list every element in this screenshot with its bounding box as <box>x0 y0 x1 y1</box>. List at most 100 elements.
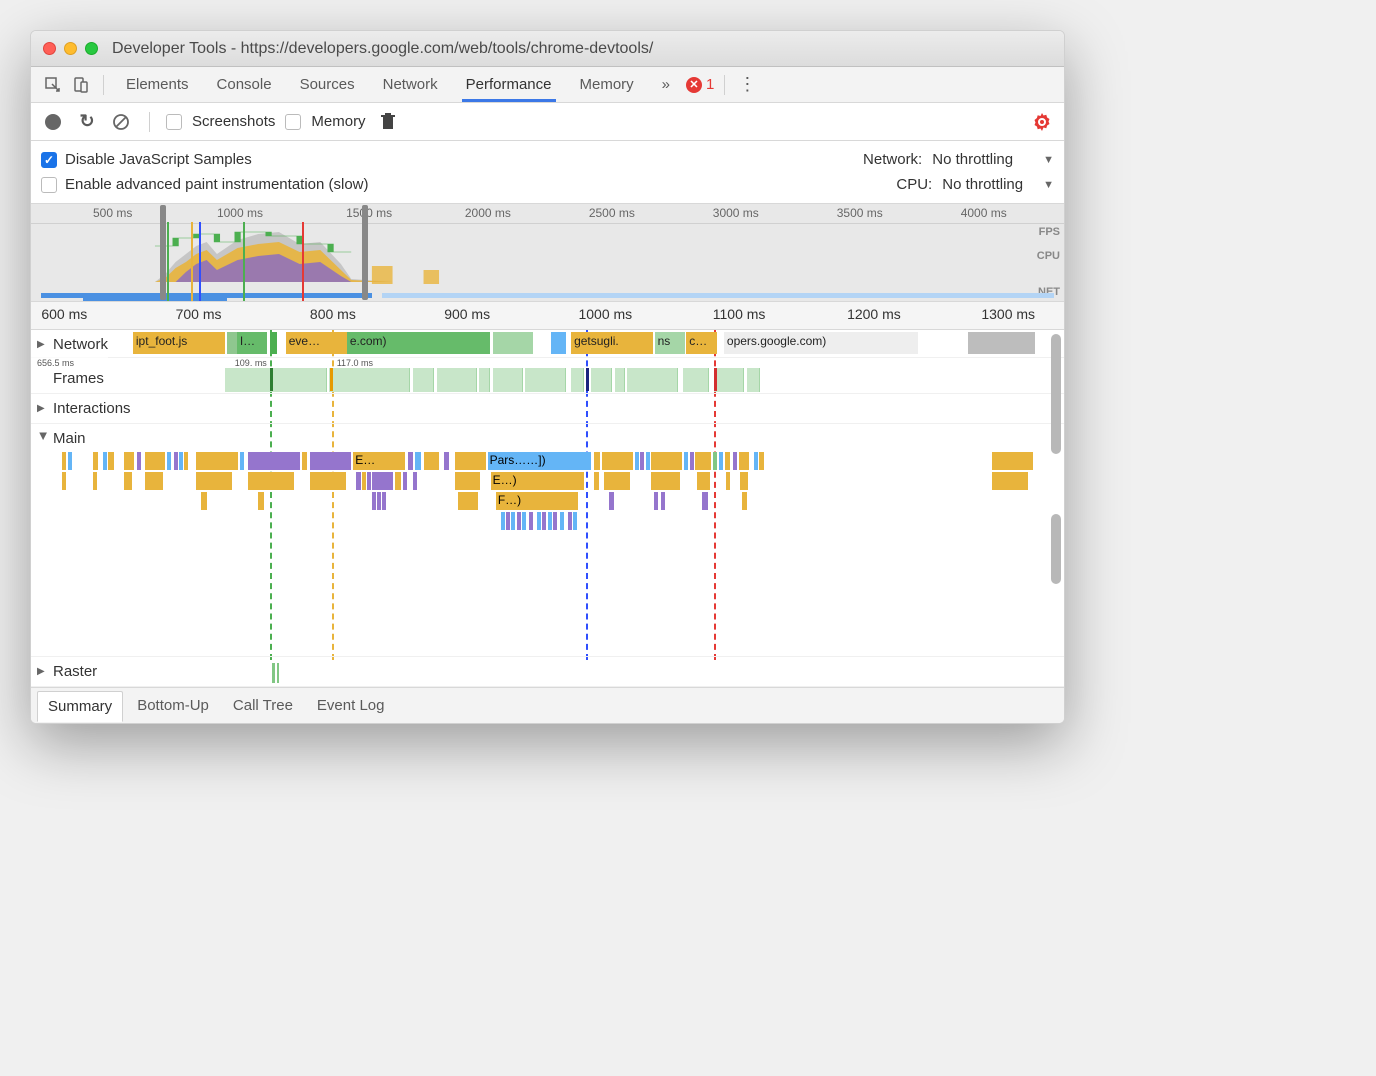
frame-bar[interactable] <box>525 368 566 392</box>
flame-bar[interactable] <box>408 452 413 470</box>
close-icon[interactable] <box>43 42 56 55</box>
flame-bar[interactable] <box>742 492 747 510</box>
flame-bar[interactable] <box>702 492 707 510</box>
flame-chart[interactable]: E…Pars……])E…)F…) <box>31 452 1064 652</box>
flame-bar[interactable] <box>93 472 97 490</box>
flame-bar[interactable] <box>356 472 360 490</box>
tab-console[interactable]: Console <box>205 68 284 101</box>
frame-bar[interactable] <box>571 368 584 392</box>
flame-bar[interactable] <box>377 492 381 510</box>
flame-bar[interactable] <box>137 452 141 470</box>
flame-bar[interactable] <box>726 472 730 490</box>
flame-bar[interactable] <box>992 472 1028 490</box>
flame-bar[interactable] <box>424 452 439 470</box>
network-bar[interactable]: opers.google.com) <box>724 332 918 354</box>
flame-bar[interactable] <box>68 452 72 470</box>
flame-bar[interactable] <box>395 472 401 490</box>
error-badge[interactable]: ✕ 1 <box>686 76 714 93</box>
flame-bar[interactable] <box>62 452 66 470</box>
network-bar[interactable]: ns <box>655 332 686 354</box>
flame-bar[interactable] <box>553 512 557 530</box>
network-bar[interactable]: eve… <box>286 332 347 354</box>
flame-bar[interactable] <box>646 452 650 470</box>
details-tab-summary[interactable]: Summary <box>37 691 123 722</box>
flame-bar[interactable] <box>609 492 613 510</box>
flame-bar[interactable] <box>62 472 66 490</box>
details-tab-event-log[interactable]: Event Log <box>307 691 395 720</box>
flame-bar[interactable] <box>537 512 541 530</box>
flame-bar[interactable] <box>542 512 546 530</box>
enable-paint-checkbox[interactable] <box>41 177 57 193</box>
flame-bar[interactable]: E… <box>353 452 405 470</box>
flame-bar[interactable] <box>719 452 723 470</box>
frame-bar[interactable] <box>683 368 708 392</box>
flame-bar[interactable]: Pars……]) <box>488 452 591 470</box>
flame-bar[interactable] <box>310 472 346 490</box>
flame-bar[interactable] <box>725 452 730 470</box>
frame-bar[interactable] <box>493 368 524 392</box>
device-toggle-icon[interactable] <box>69 73 93 97</box>
flame-bar[interactable] <box>302 452 307 470</box>
network-bar[interactable]: e.com) <box>347 332 490 354</box>
frame-bar[interactable] <box>479 368 489 392</box>
disclosure-icon[interactable]: ▶ <box>37 403 49 414</box>
flame-bar[interactable]: E…) <box>491 472 584 490</box>
flame-bar[interactable] <box>651 472 680 490</box>
flame-bar[interactable] <box>684 452 688 470</box>
flame-bar[interactable] <box>661 492 665 510</box>
cpu-dropdown[interactable]: No throttling ▼ <box>942 176 1054 193</box>
trash-icon[interactable] <box>376 110 400 134</box>
tab-elements[interactable]: Elements <box>114 68 201 101</box>
disclosure-icon[interactable]: ▶ <box>38 432 49 444</box>
flame-bar[interactable] <box>124 472 132 490</box>
flame-bar[interactable] <box>258 492 264 510</box>
flame-bar[interactable] <box>108 452 113 470</box>
frame-bar[interactable] <box>413 368 433 392</box>
flame-bar[interactable] <box>458 492 479 510</box>
flame-bar[interactable] <box>93 452 98 470</box>
flame-bar[interactable] <box>179 452 183 470</box>
screenshots-checkbox[interactable] <box>166 114 182 130</box>
flame-bar[interactable] <box>548 512 552 530</box>
flame-bar[interactable] <box>759 452 764 470</box>
flame-bar[interactable] <box>573 512 577 530</box>
details-tab-bottom-up[interactable]: Bottom-Up <box>127 691 219 720</box>
minimize-icon[interactable] <box>64 42 77 55</box>
flame-bar[interactable] <box>739 452 749 470</box>
tab-sources[interactable]: Sources <box>288 68 367 101</box>
flame-bar[interactable] <box>560 512 564 530</box>
flame-bar[interactable] <box>654 492 658 510</box>
flame-bar[interactable] <box>455 472 481 490</box>
frame-bar[interactable] <box>225 368 327 392</box>
flame-bar[interactable] <box>248 472 294 490</box>
network-bar[interactable] <box>493 332 534 354</box>
flame-bar[interactable] <box>501 512 505 530</box>
flame-bar[interactable] <box>594 472 599 490</box>
network-bar[interactable]: c… <box>686 332 717 354</box>
flame-bar[interactable] <box>103 452 107 470</box>
flame-bar[interactable] <box>145 452 166 470</box>
main-track[interactable]: ▶ Main E…Pars……])E…)F…) <box>31 424 1064 657</box>
flame-bar[interactable] <box>506 512 510 530</box>
flame-bar[interactable] <box>690 452 694 470</box>
flame-bar[interactable] <box>415 452 421 470</box>
flame-bar[interactable] <box>124 452 134 470</box>
zoom-icon[interactable] <box>85 42 98 55</box>
inspect-icon[interactable] <box>41 73 65 97</box>
flame-bar[interactable] <box>372 492 376 510</box>
network-dropdown[interactable]: No throttling ▼ <box>932 151 1054 168</box>
selection-handle-right[interactable] <box>362 205 368 300</box>
frame-bar[interactable] <box>437 368 478 392</box>
flame-bar[interactable] <box>740 472 748 490</box>
flame-bar[interactable] <box>240 452 244 470</box>
flame-bar[interactable] <box>310 452 351 470</box>
flame-bar[interactable] <box>382 492 386 510</box>
disclosure-icon[interactable]: ▶ <box>37 339 49 350</box>
record-button[interactable] <box>41 110 65 134</box>
frame-bar[interactable] <box>329 368 411 392</box>
frame-bar[interactable] <box>714 368 745 392</box>
disclosure-icon[interactable]: ▶ <box>37 666 49 677</box>
tab-memory[interactable]: Memory <box>568 68 646 101</box>
frame-bar[interactable] <box>627 368 678 392</box>
flame-bar[interactable] <box>145 472 164 490</box>
